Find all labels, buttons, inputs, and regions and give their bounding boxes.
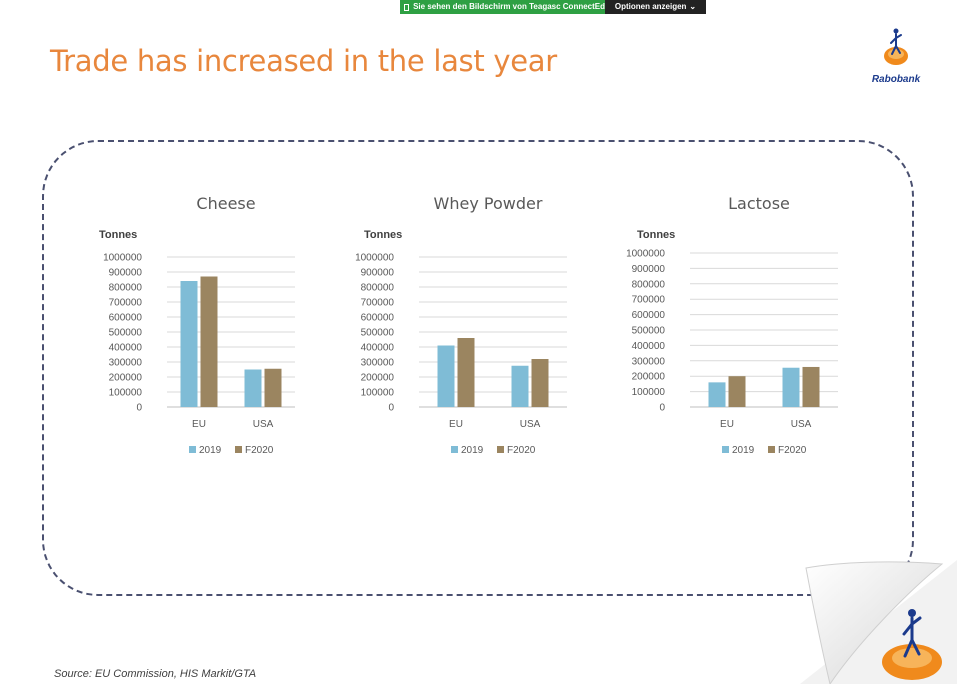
lactose-chart: Lactose Tonnes 0 100000 200000 300000 400000 50… bbox=[626, 194, 838, 456]
y-tick-label: 900000 bbox=[109, 268, 143, 279]
x-tick-label: EU bbox=[720, 419, 734, 430]
bar-usa-2019 bbox=[782, 367, 800, 407]
legend-swatch-2019 bbox=[451, 446, 458, 453]
y-tick-label: 200000 bbox=[361, 373, 395, 384]
y-tick-label: 500000 bbox=[361, 328, 395, 339]
x-tick-label: USA bbox=[520, 419, 541, 430]
chevron-down-icon: ⌄ bbox=[689, 2, 697, 11]
y-tick-label: 400000 bbox=[361, 343, 395, 354]
chart-title: Cheese bbox=[196, 194, 255, 213]
chart-title: Whey Powder bbox=[434, 194, 543, 213]
legend-label-2019: 2019 bbox=[732, 445, 755, 456]
y-tick-label: 200000 bbox=[109, 373, 143, 384]
y-tick-label: 300000 bbox=[361, 358, 395, 369]
legend-label-f2020: F2020 bbox=[507, 445, 536, 456]
screen-share-text: Sie sehen den Bildschirm von Teagasc Con… bbox=[413, 2, 605, 11]
x-tick-label: USA bbox=[253, 419, 274, 430]
y-tick-label: 700000 bbox=[632, 295, 666, 306]
y-axis-label: Tonnes bbox=[364, 229, 402, 241]
legend-label-2019: 2019 bbox=[461, 445, 484, 456]
screen-share-banner: Sie sehen den Bildschirm von Teagasc Con… bbox=[400, 0, 706, 14]
y-tick-label: 800000 bbox=[361, 283, 395, 294]
view-options-button[interactable]: Optionen anzeigen ⌄ bbox=[605, 0, 706, 14]
view-options-label: Optionen anzeigen bbox=[614, 2, 687, 11]
source-note: Source: EU Commission, HIS Markit/GTA bbox=[54, 668, 257, 680]
legend-swatch-f2020 bbox=[497, 446, 504, 453]
y-tick-label: 1000000 bbox=[626, 249, 665, 260]
rabobank-logo-text: Rabobank bbox=[871, 74, 921, 85]
y-axis-label: Tonnes bbox=[637, 229, 675, 241]
bar-usa-2019 bbox=[244, 369, 262, 407]
y-tick-label: 600000 bbox=[109, 313, 143, 324]
chart-title: Lactose bbox=[728, 194, 790, 213]
y-tick-label: 800000 bbox=[632, 279, 666, 290]
slide-title: Trade has increased in the last year bbox=[50, 44, 557, 78]
bar-eu-2019 bbox=[708, 382, 726, 407]
legend-label-2019: 2019 bbox=[199, 445, 222, 456]
screen-share-notice: Sie sehen den Bildschirm von Teagasc Con… bbox=[400, 0, 605, 14]
bar-usa-2019 bbox=[511, 365, 529, 407]
legend-label-f2020: F2020 bbox=[778, 445, 807, 456]
y-tick-label: 700000 bbox=[361, 298, 395, 309]
y-tick-label: 900000 bbox=[632, 264, 666, 275]
whey-powder-chart: Whey Powder Tonnes 0 100000 200000 300000 4000… bbox=[355, 194, 567, 456]
y-tick-label: 400000 bbox=[632, 341, 666, 352]
y-tick-label: 500000 bbox=[632, 326, 666, 337]
bar-usa-f2020 bbox=[264, 368, 282, 407]
y-tick-label: 300000 bbox=[109, 358, 143, 369]
bar-usa-f2020 bbox=[531, 359, 549, 407]
y-tick-label: 600000 bbox=[361, 313, 395, 324]
y-tick-label: 500000 bbox=[109, 328, 143, 339]
bar-eu-f2020 bbox=[200, 276, 218, 407]
y-tick-label: 900000 bbox=[361, 268, 395, 279]
y-tick-label: 0 bbox=[659, 403, 665, 414]
y-axis-label: Tonnes bbox=[99, 229, 137, 241]
bar-eu-f2020 bbox=[457, 338, 475, 407]
y-tick-label: 1000000 bbox=[103, 253, 142, 264]
y-tick-label: 100000 bbox=[632, 387, 666, 398]
bar-eu-f2020 bbox=[728, 376, 746, 407]
bar-eu-2019 bbox=[180, 281, 198, 407]
y-tick-label: 400000 bbox=[109, 343, 143, 354]
legend-swatch-2019 bbox=[189, 446, 196, 453]
y-tick-label: 100000 bbox=[109, 388, 143, 399]
y-tick-label: 0 bbox=[136, 403, 142, 414]
y-tick-label: 300000 bbox=[632, 356, 666, 367]
y-tick-label: 1000000 bbox=[355, 253, 394, 264]
legend-label-f2020: F2020 bbox=[245, 445, 274, 456]
x-tick-label: EU bbox=[192, 419, 206, 430]
bar-usa-f2020 bbox=[802, 366, 820, 407]
y-tick-label: 200000 bbox=[632, 372, 666, 383]
monitor-icon bbox=[404, 3, 410, 11]
y-tick-label: 700000 bbox=[109, 298, 143, 309]
rabobank-logo-icon bbox=[884, 28, 908, 65]
y-tick-label: 600000 bbox=[632, 310, 666, 321]
page-curl-rabobank-icon bbox=[800, 560, 957, 684]
y-tick-label: 800000 bbox=[109, 283, 143, 294]
legend-swatch-f2020 bbox=[768, 446, 775, 453]
y-tick-label: 0 bbox=[388, 403, 394, 414]
legend-swatch-2019 bbox=[722, 446, 729, 453]
bar-eu-2019 bbox=[437, 345, 455, 407]
cheese-chart: Cheese Tonnes 0 100000 200000 300000 400000 500… bbox=[99, 194, 295, 456]
y-tick-label: 100000 bbox=[361, 388, 395, 399]
x-tick-label: EU bbox=[449, 419, 463, 430]
legend-swatch-f2020 bbox=[235, 446, 242, 453]
chart-frame bbox=[42, 140, 914, 596]
x-tick-label: USA bbox=[791, 419, 812, 430]
